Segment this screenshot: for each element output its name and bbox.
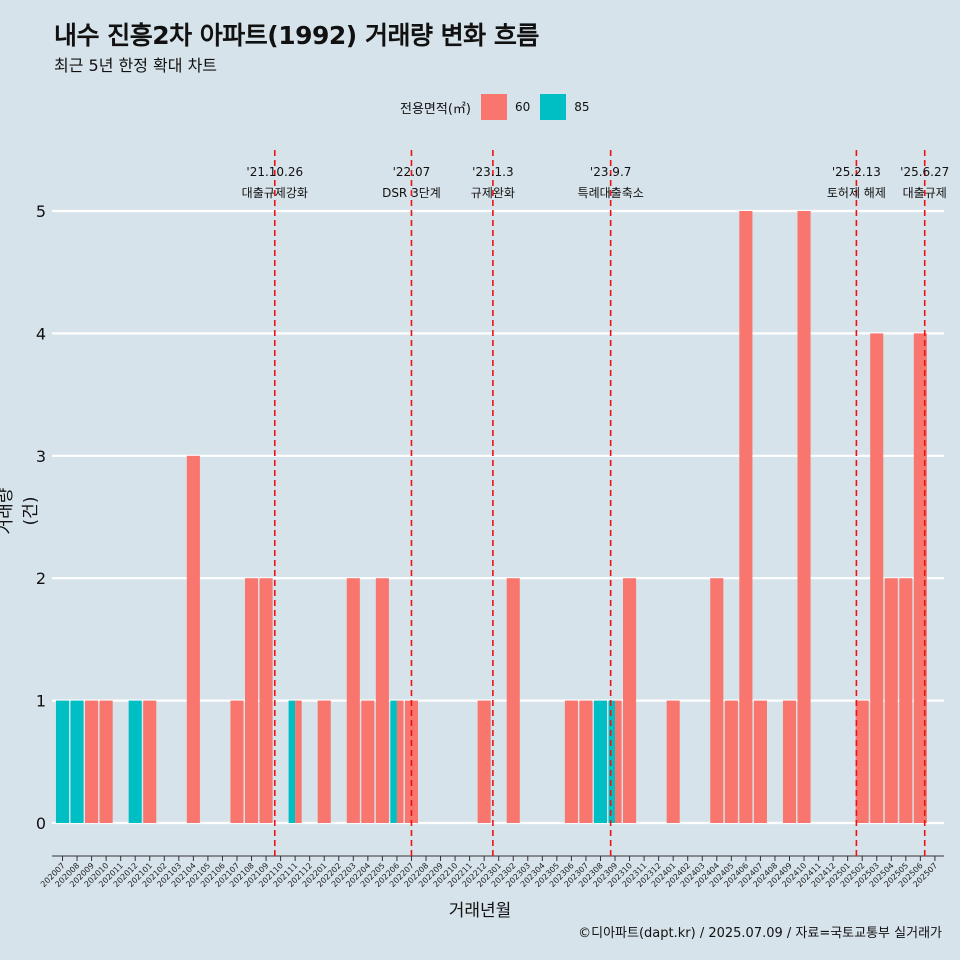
bar-60-202203: [346, 578, 360, 823]
bar-60-202306: [564, 700, 578, 823]
bar-60-202502: [855, 700, 869, 823]
bar-60-202401: [666, 700, 680, 823]
bar-60-202104: [186, 455, 200, 823]
bar-60-202410: [797, 211, 811, 823]
bar-85-202309: [608, 700, 616, 823]
bar-60-202204: [361, 700, 375, 823]
bar-60-202407: [753, 700, 767, 823]
bar-60-202409: [782, 700, 797, 823]
legend-key-60: [480, 94, 507, 120]
event-date-2: '23.1.3: [472, 165, 513, 179]
bar-60-202405: [724, 700, 738, 823]
legend-title: 전용면적(㎡): [400, 101, 471, 117]
bar-85-202007: [55, 700, 70, 823]
event-date-1: '22.07: [393, 165, 431, 179]
bar-60-202205: [375, 578, 389, 823]
bar-60-202406: [739, 211, 753, 823]
event-label-4: 토허제 해제: [827, 186, 886, 200]
event-label-5: 대출규제: [903, 186, 947, 200]
source-caption: ©디아파트(dapt.kr) / 2025.07.09 / 자료=국토교통부 실…: [578, 926, 942, 941]
bar-60-202201: [317, 700, 331, 823]
bar-60-202404: [710, 578, 724, 823]
bar-60-202309: [615, 700, 622, 823]
y-tick-label-1: 1: [36, 692, 46, 711]
legend-label-60: 60: [514, 100, 531, 114]
bar-60-202505: [899, 578, 913, 823]
bar-60-202109: [259, 578, 273, 823]
y-tick-label-3: 3: [36, 447, 46, 466]
event-date-4: '25.2.13: [832, 165, 881, 179]
bar-60-202111: [295, 700, 302, 823]
event-date-0: '21.10.26: [246, 165, 303, 179]
bar-85-202008: [70, 700, 84, 823]
bar-60-202009: [85, 700, 99, 823]
bar-85-202308: [593, 700, 608, 823]
y-tick-label-4: 4: [36, 324, 46, 343]
bar-60-202302: [506, 578, 520, 823]
chart-title: 내수 진흥2차 아파트(1992) 거래량 변화 흐름: [54, 21, 539, 50]
bar-60-202506: [913, 333, 927, 823]
bar-60-202310: [623, 578, 637, 823]
bar-60-202107: [230, 700, 244, 823]
x-axis-label: 거래년월: [448, 901, 512, 921]
event-label-2: 규제완화: [471, 186, 515, 200]
bar-60-202101: [143, 700, 157, 823]
bar-60-202108: [244, 578, 259, 823]
y-axis-label: 거래량(건): [0, 487, 41, 535]
y-tick-label-5: 5: [36, 202, 46, 221]
legend-key-85: [540, 94, 567, 120]
event-label-3: 특례대출축소: [578, 186, 644, 200]
bar-60-202010: [99, 700, 113, 823]
bar-85-202012: [128, 700, 142, 823]
event-label-0: 대출규제강화: [242, 186, 308, 200]
event-date-3: '23.9.7: [590, 165, 631, 179]
bar-60-202503: [870, 333, 884, 823]
bar-60-202307: [579, 700, 593, 823]
event-label-1: DSR 3단계: [382, 186, 441, 200]
chart-subtitle: 최근 5년 한정 확대 차트: [54, 56, 218, 75]
legend: 전용면적(㎡) 60 85: [400, 93, 590, 121]
legend-label-85: 85: [574, 100, 590, 114]
bar-60-202206: [396, 700, 404, 823]
bar-60-202504: [884, 578, 898, 823]
y-tick-label-0: 0: [36, 814, 46, 833]
bar-85-202111: [288, 700, 296, 823]
bar-85-202206: [390, 700, 397, 823]
bar-60-202212: [477, 700, 491, 823]
event-date-5: '25.6.27: [900, 165, 949, 179]
y-tick-label-2: 2: [36, 569, 46, 588]
